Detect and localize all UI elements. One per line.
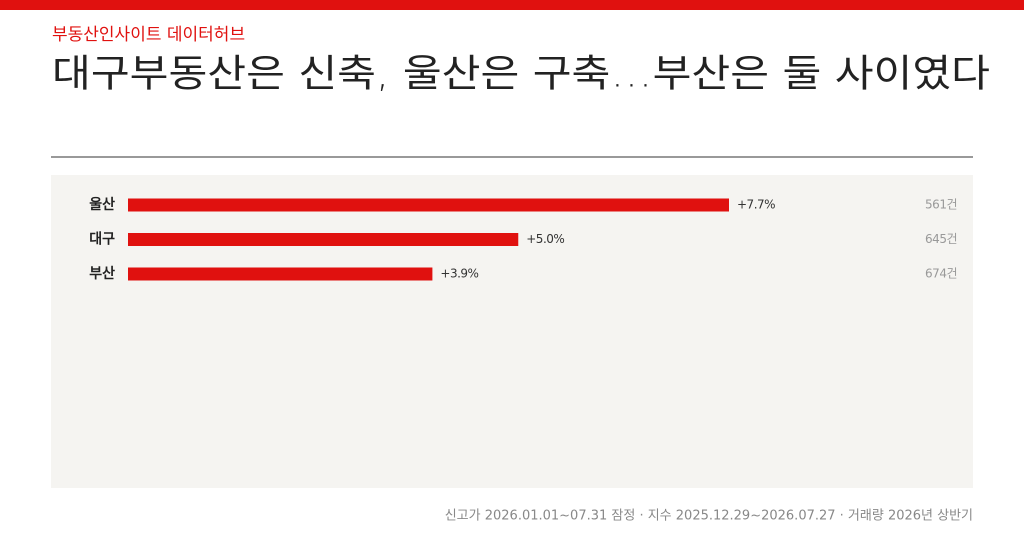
bar xyxy=(128,233,519,246)
value-label: +7.7% xyxy=(737,198,775,212)
kicker: 부동산인사이트 데이터허브 xyxy=(52,25,245,45)
count-label: 645건 xyxy=(925,232,957,246)
category-label: 대구 xyxy=(89,232,115,248)
source: 신고가 2026.01.01~07.31 잠정 · 지수 2025.12.29~… xyxy=(445,509,973,524)
count-label: 674건 xyxy=(925,267,957,281)
panel xyxy=(51,175,973,488)
value-label: +5.0% xyxy=(526,232,564,246)
category-label: 부산 xyxy=(89,265,115,282)
value-label: +3.9% xyxy=(440,267,478,281)
count-label: 561건 xyxy=(925,198,957,212)
top-bar xyxy=(0,0,1024,10)
category-label: 울산 xyxy=(89,196,115,213)
bar xyxy=(128,267,433,281)
bar xyxy=(128,198,729,212)
chart-title: 대구부동산은 신축, 울산은 구축…부산은 둘 사이였다 xyxy=(52,52,990,96)
